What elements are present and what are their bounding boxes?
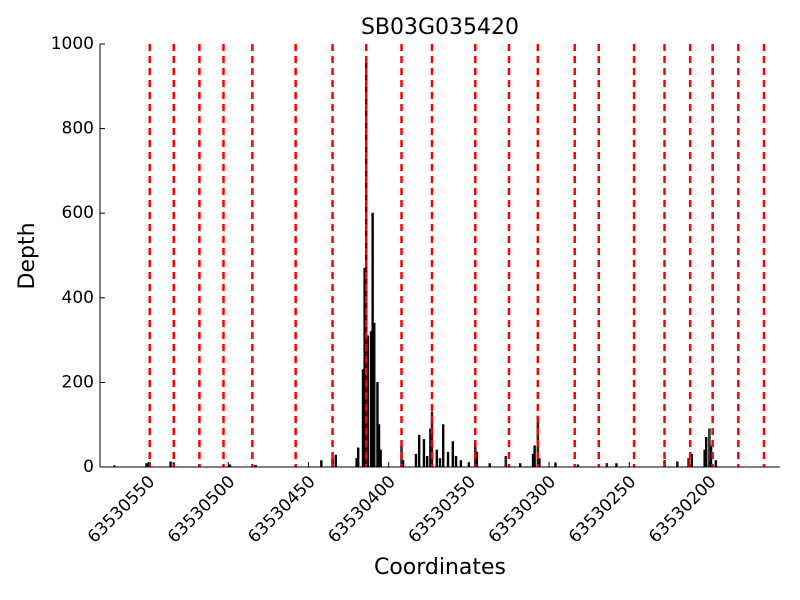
bar	[169, 461, 172, 468]
bar	[425, 456, 429, 468]
bar	[145, 463, 148, 468]
bar	[676, 461, 679, 468]
bar	[357, 447, 360, 468]
bar	[417, 434, 421, 468]
y-tick-label: 800	[62, 119, 94, 139]
y-tick-label: 1000	[51, 34, 94, 54]
bar	[615, 463, 618, 468]
bar	[379, 449, 382, 468]
bar	[605, 463, 608, 468]
bar	[454, 456, 458, 468]
x-tick-label: 63530250	[565, 472, 640, 547]
x-tick-label: 63530300	[485, 472, 560, 547]
chart-title: SB03G035420	[361, 15, 519, 40]
bar	[705, 436, 708, 468]
x-tick-label: 63530450	[244, 472, 319, 547]
y-tick-label: 400	[62, 288, 94, 308]
bar	[366, 335, 370, 468]
bar	[451, 441, 455, 468]
bar	[334, 454, 337, 468]
x-tick-label: 63530350	[405, 472, 480, 547]
bar	[422, 439, 426, 468]
bar	[320, 460, 323, 468]
y-tick-label: 200	[62, 372, 94, 392]
bar	[533, 445, 536, 468]
bar	[446, 451, 450, 468]
bar	[459, 460, 463, 468]
x-tick-label: 63530500	[164, 472, 239, 547]
bar	[435, 449, 438, 468]
bar	[488, 463, 491, 468]
bar	[518, 463, 522, 468]
x-tick-label: 63530400	[324, 472, 399, 547]
bar	[442, 424, 445, 468]
bar	[414, 453, 418, 468]
bar	[373, 322, 376, 468]
y-tick-label: 0	[83, 457, 94, 477]
y-axis-label: Depth	[15, 222, 40, 289]
x-axis-label: Coordinates	[374, 555, 506, 580]
bar	[714, 460, 718, 468]
x-tick-label: 63530550	[84, 472, 159, 547]
bar	[554, 462, 557, 468]
bar	[438, 458, 442, 468]
y-tick-label: 600	[62, 203, 94, 223]
bar	[504, 456, 507, 468]
x-tick-label: 63530200	[645, 472, 720, 547]
